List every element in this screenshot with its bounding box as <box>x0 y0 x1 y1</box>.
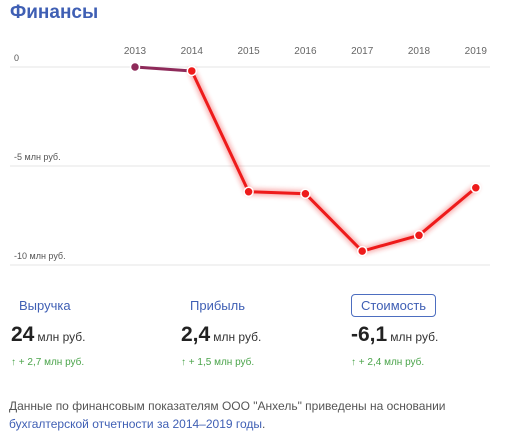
tab-value[interactable]: Стоимость <box>351 294 437 317</box>
revenue-value: 24 <box>11 323 35 346</box>
value-metric: -6,1 млн руб. <box>351 323 438 347</box>
data-point <box>243 186 254 197</box>
x-tick-label: 2016 <box>294 46 317 57</box>
x-tick-label: 2018 <box>408 46 431 57</box>
page-title: Финансы <box>10 2 99 23</box>
data-point <box>470 182 482 194</box>
x-tick-label: 2017 <box>351 46 374 57</box>
revenue-unit: млн руб. <box>37 330 86 344</box>
data-point <box>356 245 368 257</box>
tab-profit[interactable]: Прибыль <box>190 298 245 313</box>
footnote: Данные по финансовым показателям ООО "Ан… <box>9 397 501 433</box>
x-tick-label: 2015 <box>237 46 260 57</box>
data-point <box>129 61 141 73</box>
footnote-link[interactable]: бухгалтерской отчетности за 2014–2019 го… <box>9 417 263 431</box>
value-delta: ↑ + 2,4 млн руб. <box>351 357 425 368</box>
series-line <box>190 69 478 253</box>
footnote-end: . <box>262 417 266 431</box>
footnote-text: Данные по финансовым показателям ООО "Ан… <box>9 399 446 413</box>
value-unit: млн руб. <box>390 330 439 344</box>
y-tick-label: 0 <box>14 53 19 63</box>
x-tick-label: 2013 <box>124 46 147 57</box>
value-value: -6,1 <box>351 323 388 346</box>
series-first-segment <box>133 65 194 73</box>
data-point <box>186 65 198 77</box>
y-tick-label: -10 млн руб. <box>14 251 66 261</box>
y-tick-label: -5 млн руб. <box>14 152 61 162</box>
revenue-delta: ↑ + 2,7 млн руб. <box>11 357 85 368</box>
tab-revenue[interactable]: Выручка <box>19 298 71 313</box>
data-point <box>413 230 425 241</box>
profit-delta: ↑ + 1,5 млн руб. <box>181 357 255 368</box>
revenue-metric: 24 млн руб. <box>11 323 85 347</box>
profit-value: 2,4 <box>181 323 211 346</box>
profit-metric: 2,4 млн руб. <box>181 323 261 347</box>
x-tick-label: 2019 <box>465 46 488 57</box>
x-tick-label: 2014 <box>181 46 204 57</box>
data-point <box>300 188 311 199</box>
profit-unit: млн руб. <box>213 330 262 344</box>
finance-chart: 2013 2014 2015 2016 2017 2018 2019 0 -5 млн руб… <box>10 46 490 266</box>
